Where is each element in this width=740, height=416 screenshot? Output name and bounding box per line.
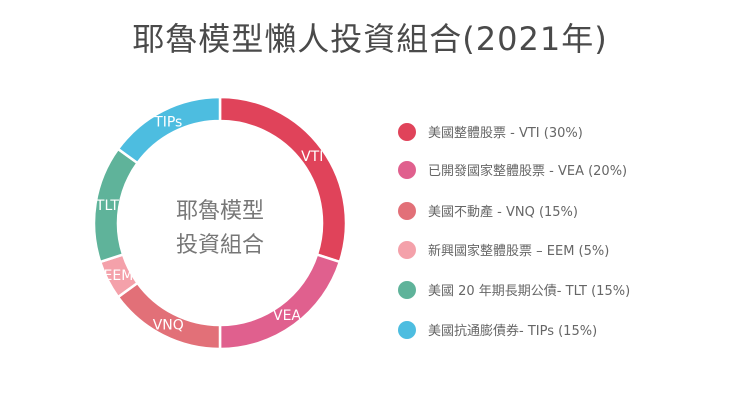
- legend-label: 美國抗通膨債券- TIPs (15%): [428, 324, 598, 339]
- legend-swatch: [398, 240, 416, 259]
- legend-swatch: [398, 122, 416, 141]
- legend-label: 美國 20 年期長期公債- TLT (15%): [428, 284, 631, 299]
- legend-label: 美國不動產 - VNQ (15%): [428, 205, 578, 220]
- legend-swatch: [398, 320, 416, 339]
- legend-item-vea: 已開發國家整體股票 - VEA (20%): [398, 160, 627, 179]
- legend-item-vnq: 美國不動產 - VNQ (15%): [398, 201, 578, 220]
- legend-swatch: [398, 160, 416, 179]
- slice-label-tlt: TLT: [95, 198, 119, 214]
- slice-vnq: [116, 281, 222, 351]
- slice-label-vnq: VNQ: [153, 318, 184, 334]
- slice-label-tips: TIPs: [153, 114, 182, 130]
- slice-vea: [218, 252, 342, 351]
- legend-item-vti: 美國整體股票 - VTI (30%): [398, 122, 583, 141]
- legend-label: 已開發國家整體股票 - VEA (20%): [428, 164, 628, 179]
- slice-label-vti: VTI: [301, 149, 323, 165]
- center-label-line-2: 投資組合: [176, 233, 264, 258]
- slice-tips: [116, 95, 222, 165]
- center-label-line-1: 耶魯模型: [176, 199, 264, 224]
- legend-swatch: [398, 201, 416, 220]
- slice-label-vea: VEA: [273, 308, 301, 324]
- legend-label: 新興國家整體股票 – EEM (5%): [428, 244, 610, 259]
- legend-item-eem: 新興國家整體股票 – EEM (5%): [398, 240, 609, 259]
- legend-label: 美國整體股票 - VTI (30%): [428, 126, 583, 141]
- chart-title: 耶魯模型懶人投資組合(2021年): [132, 20, 608, 58]
- legend-item-tlt: 美國 20 年期長期公債- TLT (15%): [398, 280, 630, 299]
- legend-item-tips: 美國抗通膨債券- TIPs (15%): [398, 320, 597, 339]
- legend-swatch: [398, 280, 416, 299]
- slice-label-eem: EEM: [104, 268, 134, 284]
